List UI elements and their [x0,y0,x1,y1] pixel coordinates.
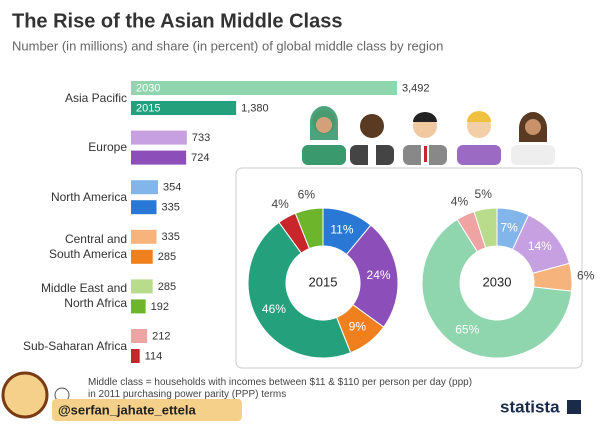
category-label: Central and South America [48,231,127,261]
value-label: 335 [162,231,180,243]
value-label: 335 [162,202,180,214]
donut-center-label: 2015 [309,274,338,289]
value-label: 733 [192,132,210,144]
donut-segment [473,207,498,249]
bar [131,249,153,264]
chart-title: The Rise of the Asian Middle Class [12,10,342,32]
people-illustration [302,106,555,165]
segment-label: 9% [349,319,367,333]
watermark-badge [1,371,49,419]
series-label: 2015 [136,102,160,114]
category-label: Middle East and North Africa [40,281,127,311]
bar [131,180,158,195]
watermark-bg [52,399,242,421]
bar [131,81,397,95]
segment-label: 11% [330,222,353,236]
segment-label: 6% [577,268,595,282]
segment-label: 65% [455,323,479,337]
segment-label: 6% [298,188,316,202]
segment-label: 5% [475,187,493,201]
donut-segment [247,221,352,359]
watermark: @serfan_jahate_ettela [58,402,196,417]
category-label: Asia Pacific [64,90,127,105]
value-label: 724 [191,152,209,164]
logo: statista [500,397,560,416]
value-label: 212 [152,330,170,342]
value-label: 114 [145,350,163,362]
footnote: Middle class = households with incomes b… [88,377,473,400]
category-label: Sub-Saharan Africa [22,338,127,353]
series-label: 2030 [136,82,160,94]
bar [131,349,140,363]
segment-label: 4% [271,197,289,211]
bar [131,229,157,244]
value-label: 1,380 [241,102,269,114]
segment-label: 46% [262,302,286,316]
category-label: North America [50,189,127,204]
bar [131,299,146,314]
segment-label: 7% [500,220,518,234]
donut-center-label: 2030 [483,274,512,289]
chart-subtitle: Number (in millions) and share (in perce… [12,38,443,53]
value-label: 285 [158,281,176,293]
segment-label: 4% [451,194,469,208]
donut-segment [421,218,573,359]
logo-icon [567,400,581,414]
donut-segment [294,207,324,250]
bar [131,101,237,115]
bar [131,150,187,165]
value-label: 354 [163,182,181,194]
bar [131,329,148,343]
value-label: 192 [151,301,169,313]
category-label: Europe [88,140,127,155]
segment-label: 24% [367,268,391,282]
bar [131,130,187,145]
segment-label: 14% [528,239,552,253]
bar [131,200,157,215]
value-label: 3,492 [402,82,430,94]
bar [131,279,153,294]
value-label: 285 [158,251,176,263]
